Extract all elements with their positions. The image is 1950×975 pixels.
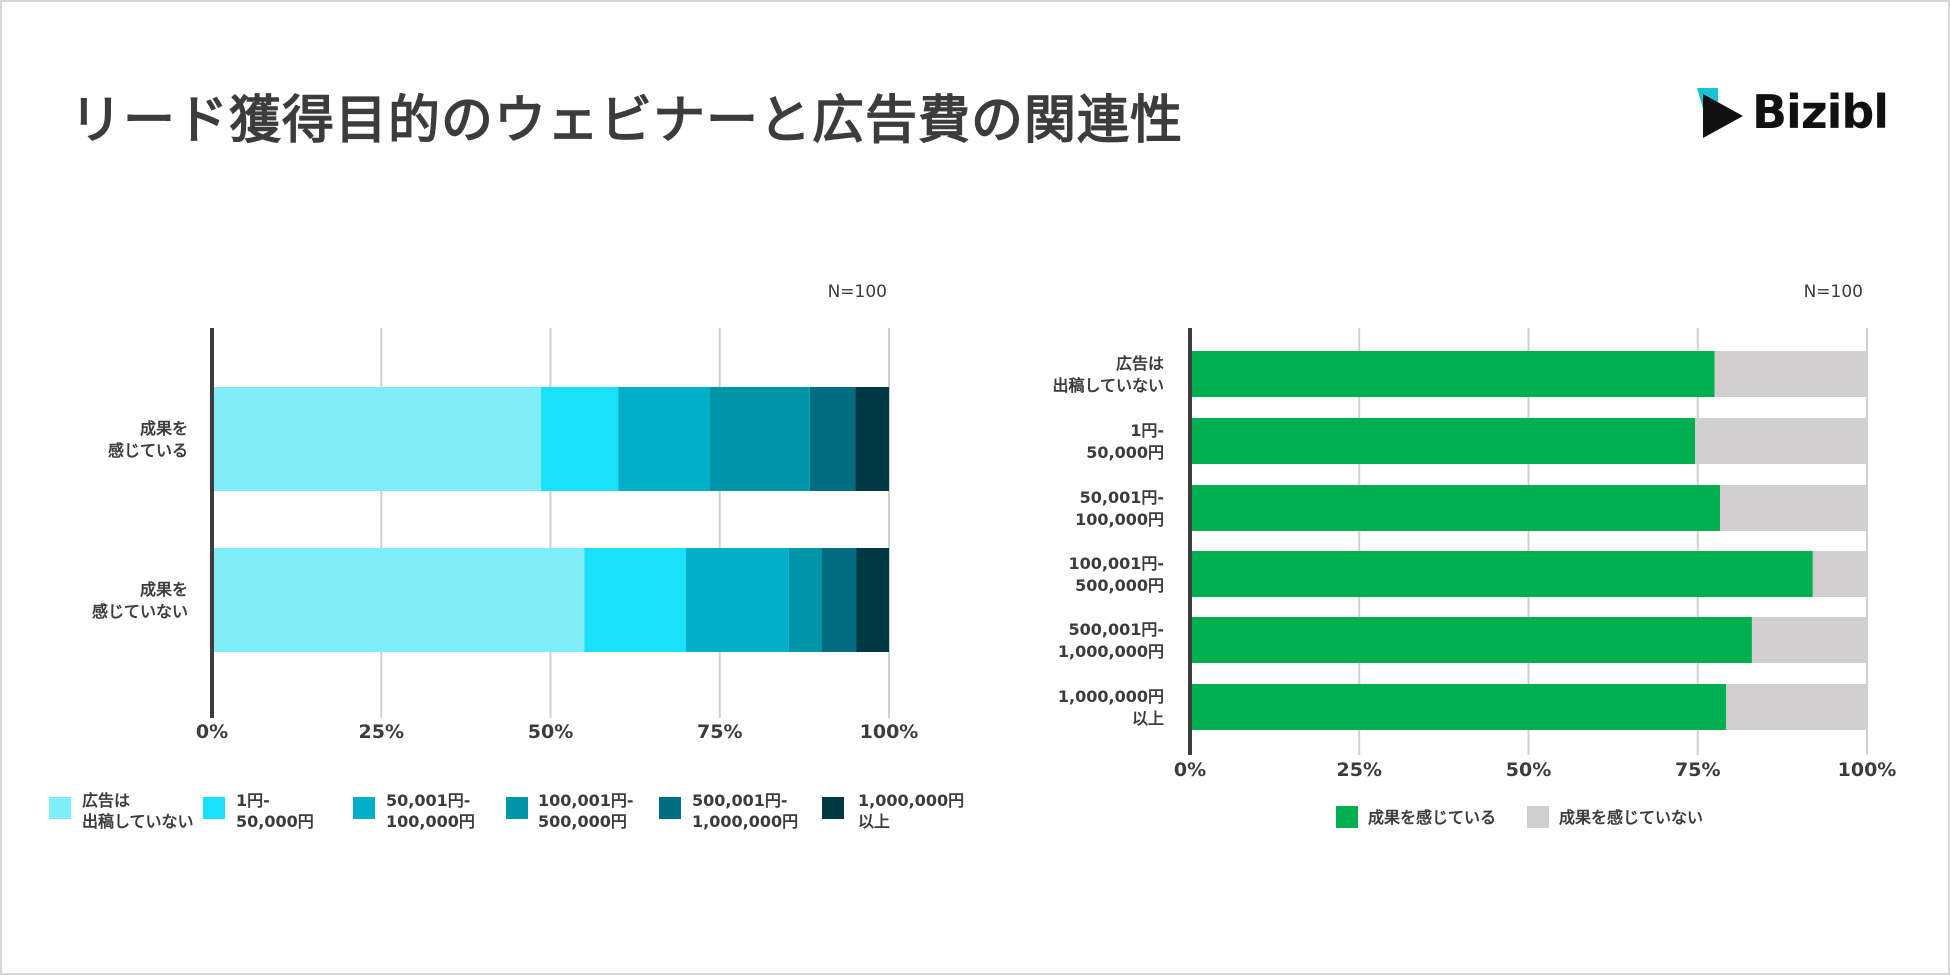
chart1-bar-1-000-000-row2	[856, 548, 889, 652]
chart2-category-label-line: 500,001円-	[1068, 620, 1164, 639]
chart1-tick-label-0: 0%	[196, 721, 228, 743]
chart1-category-label-line: 成果を	[140, 419, 188, 438]
chart2-tick-label-2: 50%	[1506, 759, 1551, 781]
chart1-category-label-1: 成果を感じている	[108, 419, 188, 460]
chart1-legend-label-100-001-500-000: 100,001円- 500,000円	[538, 791, 634, 831]
chart1-bar-1-000-000-row1	[855, 387, 889, 491]
chart2-category-label-4: 100,001円- 500,000円	[1068, 554, 1164, 595]
chart2-category-label-6: 1,000,000円以上	[1058, 687, 1164, 728]
chart1-category-label-line: 成果を	[140, 580, 188, 599]
chart1-legend-label-line: 以上	[858, 812, 890, 831]
chart2-category-label-line: 1円-	[1130, 421, 1164, 440]
chart2-category-label-line: 500,000円	[1075, 576, 1164, 595]
chart2-category-label-2: 1円- 50,000円	[1086, 421, 1164, 462]
chart1-legend-label-line: 1,000,000円	[858, 791, 964, 810]
chart1-legend-swatch-500-001-1-000-000	[659, 797, 681, 819]
chart2-category-label-5: 500,001円- 1,000,000円	[1058, 620, 1164, 661]
chart2-category-label-line: 出稿していない	[1052, 376, 1164, 395]
chart2-legend-label-item: 成果を感じている	[1368, 808, 1496, 827]
chart1-bar-100-001-500-000-row2	[788, 548, 822, 652]
chart1-legend-label-1-50-000: 1円- 50,000円	[236, 791, 314, 831]
chart2-bar-item-row6	[1726, 684, 1867, 730]
chart1-bar-1-50-000-row2	[584, 548, 686, 652]
chart2-bar-item-row4	[1190, 551, 1813, 597]
chart1-bar-50-001-100-000-row1	[618, 387, 710, 491]
chart2-legend-label-line: 成果を感じていない	[1559, 808, 1703, 827]
chart1-legend-label-500-001-1-000-000: 500,001円- 1,000,000円	[692, 791, 798, 831]
chart1-category-label-line: 感じている	[108, 441, 188, 460]
chart2-tick-label-1: 25%	[1337, 759, 1382, 781]
chart2-bar-item-row4	[1812, 551, 1867, 597]
bizibl-logo: Bizibl	[1694, 84, 1889, 140]
chart1-legend-label-line: 1,000,000円	[692, 812, 798, 831]
chart2-tick-label-4: 100%	[1838, 759, 1897, 781]
chart2-category-label-line: 1,000,000円	[1058, 687, 1164, 706]
chart1-category-label-2: 成果を感じていない	[92, 580, 188, 621]
chart1-tick-label-4: 100%	[860, 721, 919, 743]
chart2-category-label-line: 1,000,000円	[1058, 642, 1164, 661]
chart2-bar-item-row1	[1714, 351, 1867, 397]
chart2-category-label-line: 100,001円-	[1068, 554, 1164, 573]
chart2-legend-label-item: 成果を感じていない	[1559, 808, 1703, 827]
chart1-bar-500-001-1-000-000-row1	[809, 387, 856, 491]
chart1-category-label-line: 感じていない	[92, 602, 188, 621]
chart2-bar-item-row3	[1190, 485, 1721, 531]
chart1-legend-label-line: 50,000円	[236, 812, 314, 831]
chart2-sample-size-note: N=100	[1804, 282, 1863, 302]
chart1-legend-label-line: 500,000円	[538, 812, 627, 831]
chart1-bar-100-001-500-000-row1	[709, 387, 810, 491]
chart2-bar-item-row5	[1751, 617, 1867, 663]
chart2-legend-swatch-item	[1527, 806, 1549, 828]
chart2-category-label-line: 以上	[1132, 709, 1164, 728]
chart2-category-label-1: 広告は出稿していない	[1052, 354, 1164, 395]
chart1-sample-size-note: N=100	[828, 282, 887, 302]
chart1-tick-label-3: 75%	[697, 721, 742, 743]
chart1-legend-swatch-1-000-000	[822, 797, 844, 819]
chart2-bar-item-row1	[1190, 351, 1715, 397]
chart2-tick-label-0: 0%	[1174, 759, 1206, 781]
chart1-bar-item-row2	[212, 548, 585, 652]
chart2-legend-label-line: 成果を感じている	[1368, 808, 1496, 827]
logo-text: Bizibl	[1752, 85, 1889, 139]
chart1-bar-item-row1	[212, 387, 542, 491]
chart2-category-label-line: 50,000円	[1086, 443, 1164, 462]
chart1-legend-label-line: 出稿していない	[82, 812, 194, 831]
chart1-bar-1-50-000-row1	[541, 387, 619, 491]
chart1-legend-swatch-item	[49, 797, 71, 819]
chart2-category-label-3: 50,001円- 100,000円	[1075, 488, 1164, 529]
page-title: リード獲得目的のウェビナーと広告費の関連性	[70, 91, 1184, 151]
chart1-tick-label-2: 50%	[528, 721, 573, 743]
chart1-legend-label-line: 100,001円-	[538, 791, 634, 810]
chart1-legend-label-line: 50,001円-	[386, 791, 470, 810]
chart1-legend-swatch-100-001-500-000	[506, 797, 528, 819]
chart1-bar-500-001-1-000-000-row2	[821, 548, 857, 652]
chart2-category-label-line: 50,001円-	[1080, 488, 1164, 507]
chart1-bar-50-001-100-000-row2	[685, 548, 789, 652]
chart2-tick-label-3: 75%	[1675, 759, 1720, 781]
chart1-legend-label-item: 広告は出稿していない	[82, 791, 194, 831]
chart2-category-label-line: 100,000円	[1075, 510, 1164, 529]
chart2-category-label-line: 広告は	[1116, 354, 1164, 373]
chart1-tick-label-1: 25%	[359, 721, 404, 743]
chart2-bar-item-row3	[1720, 485, 1867, 531]
chart1-legend-label-line: 1円-	[236, 791, 270, 810]
chart2-legend-swatch-item	[1336, 806, 1358, 828]
chart2-bar-item-row2	[1190, 418, 1696, 464]
chart1-legend-label-line: 100,000円	[386, 812, 475, 831]
chart1-legend-swatch-50-001-100-000	[353, 797, 375, 819]
chart2-bar-item-row6	[1190, 684, 1727, 730]
play-logo-icon	[1697, 88, 1743, 138]
chart1-legend-label-1-000-000: 1,000,000円以上	[858, 791, 964, 831]
chart2-bar-item-row5	[1190, 617, 1752, 663]
chart2-bar-item-row2	[1695, 418, 1867, 464]
chart1-legend-label-50-001-100-000: 50,001円- 100,000円	[386, 791, 475, 831]
chart1-legend-swatch-1-50-000	[203, 797, 225, 819]
chart1-legend-label-line: 広告は	[82, 791, 130, 810]
chart1-legend-label-line: 500,001円-	[692, 791, 788, 810]
